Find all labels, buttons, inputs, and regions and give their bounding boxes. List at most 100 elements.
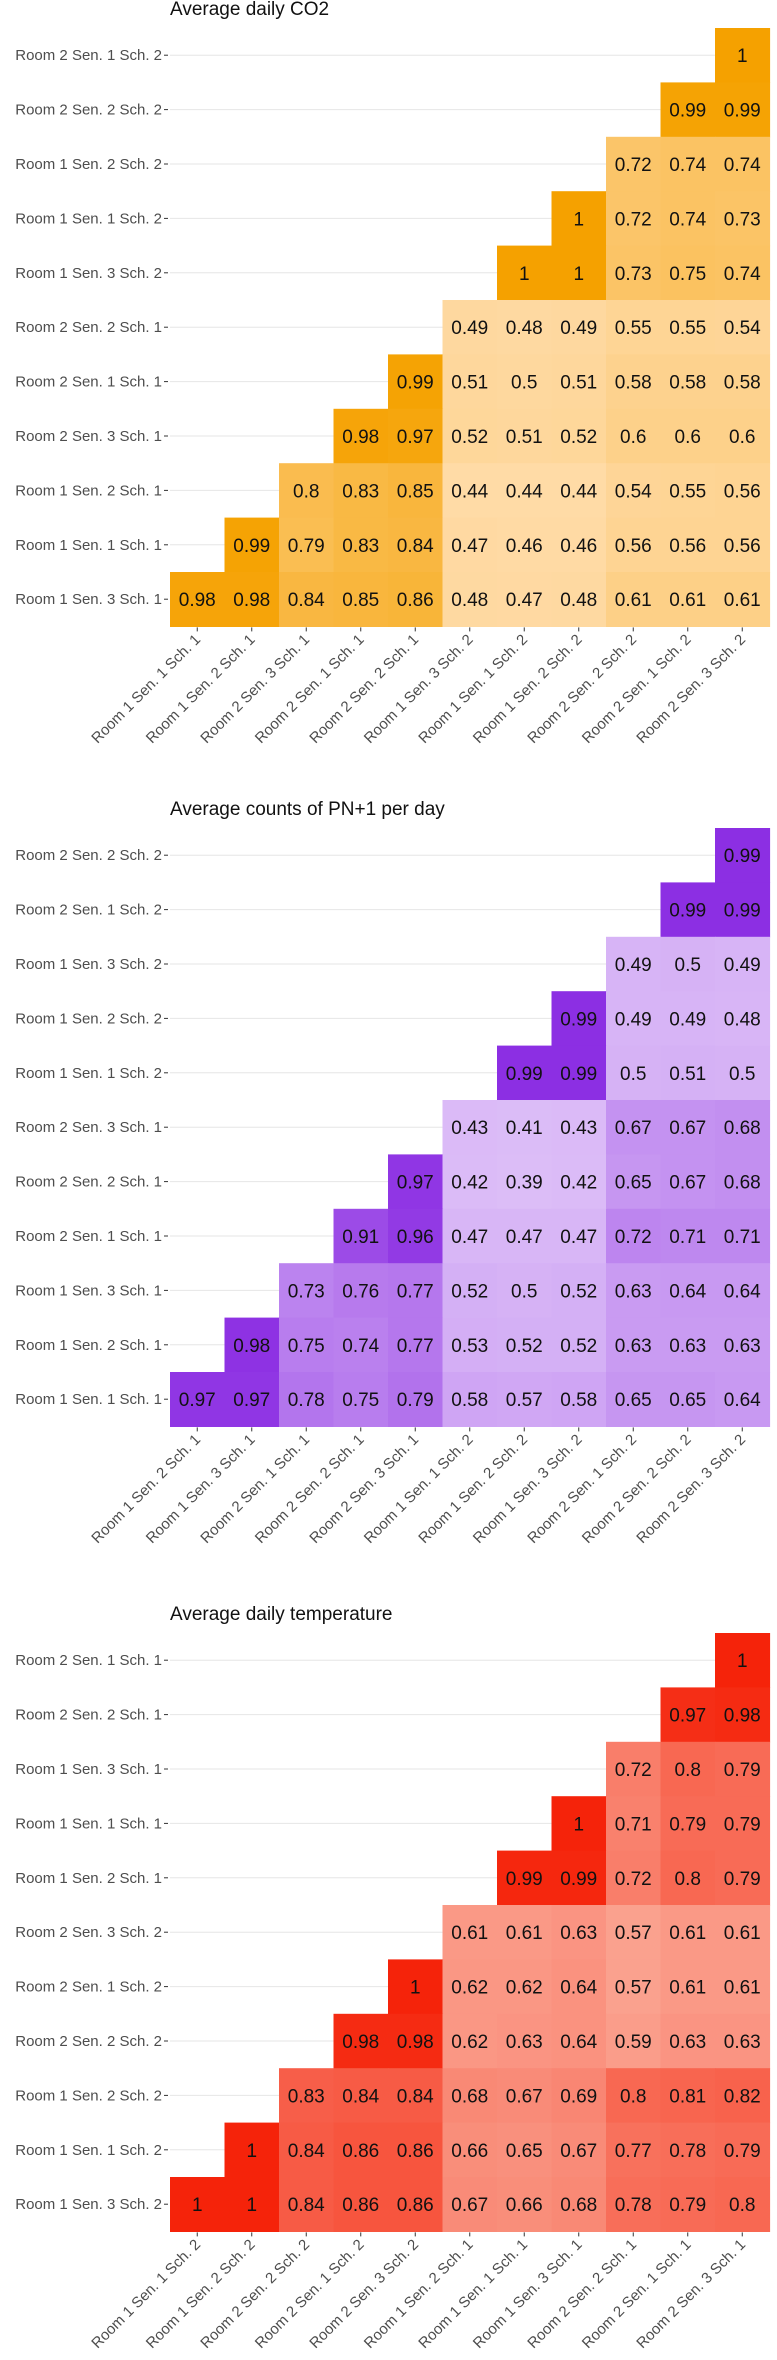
x-tick-label: Room 2 Sen. 1 Sch. 1 bbox=[197, 1431, 313, 1547]
heatmap-cell bbox=[551, 1850, 607, 1906]
cell-value-label: 1 bbox=[737, 1651, 748, 1672]
cell-value-label: 0.74 bbox=[342, 1336, 379, 1357]
cell-value-label: 0.58 bbox=[615, 373, 652, 394]
cell-value-label: 0.86 bbox=[397, 590, 434, 611]
heatmap-cell bbox=[442, 1100, 498, 1155]
y-tick-label: Room 2 Sen. 2 Sch. 2 bbox=[15, 2033, 162, 2050]
y-tick-label: Room 1 Sen. 1 Sch. 1 bbox=[15, 1815, 162, 1832]
cell-value-label: 0.41 bbox=[506, 1118, 543, 1139]
heatmap-cell bbox=[660, 1154, 716, 1210]
heatmap-cell bbox=[170, 572, 226, 627]
cell-value-label: 0.52 bbox=[560, 427, 597, 448]
cell-value-label: 1 bbox=[737, 46, 748, 67]
x-tick-label: Room 1 Sen. 3 Sch. 1 bbox=[470, 2236, 586, 2352]
heatmap-cell bbox=[279, 1372, 335, 1427]
heatmap-cell bbox=[279, 1317, 335, 1373]
x-tick-label: Room 2 Sen. 3 Sch. 1 bbox=[197, 631, 313, 747]
heatmap-cell bbox=[660, 191, 716, 247]
cell-value-label: 0.48 bbox=[506, 318, 543, 339]
cell-value-label: 0.8 bbox=[675, 1760, 701, 1781]
cell-value-label: 0.61 bbox=[724, 1978, 761, 1999]
heatmap-cell bbox=[442, 2013, 498, 2069]
heatmap-cell bbox=[442, 2068, 498, 2124]
cell-value-label: 0.97 bbox=[233, 1390, 270, 1411]
heatmap-cell bbox=[715, 1687, 771, 1743]
cell-value-label: 0.58 bbox=[669, 373, 706, 394]
cell-value-label: 0.75 bbox=[288, 1336, 325, 1357]
y-tick-label: Room 2 Sen. 3 Sch. 1 bbox=[15, 428, 162, 445]
heatmap-cell bbox=[333, 1208, 389, 1264]
heatmap-cell bbox=[388, 1263, 444, 1319]
heatmap-cell bbox=[660, 245, 716, 301]
heatmap-cell bbox=[715, 1741, 771, 1797]
cell-value-label: 0.62 bbox=[451, 2032, 488, 2053]
heatmap-cell bbox=[497, 245, 553, 301]
heatmap-cell bbox=[551, 1045, 607, 1101]
y-tick-label: Room 1 Sen. 3 Sch. 2 bbox=[15, 956, 162, 973]
heatmap-cell bbox=[715, 1208, 771, 1264]
cell-value-label: 0.6 bbox=[729, 427, 755, 448]
heatmap-cell bbox=[442, 1905, 498, 1960]
heatmap-cell bbox=[388, 2177, 444, 2232]
heatmap-cell bbox=[551, 1372, 607, 1427]
x-tick-label: Room 1 Sen. 1 Sch. 2 bbox=[415, 631, 531, 747]
y-tick-label: Room 2 Sen. 1 Sch. 2 bbox=[15, 902, 162, 919]
cell-value-label: 0.51 bbox=[560, 373, 597, 394]
cell-value-label: 0.99 bbox=[506, 1869, 543, 1890]
heatmap-cell bbox=[388, 1208, 444, 1264]
heatmap-cell bbox=[279, 2068, 335, 2124]
heatmap-cell bbox=[551, 1959, 607, 2015]
heatmap-cell bbox=[497, 2122, 553, 2178]
cell-value-label: 0.86 bbox=[342, 2195, 379, 2216]
cell-value-label: 0.63 bbox=[615, 1336, 652, 1357]
cell-value-label: 0.52 bbox=[451, 427, 488, 448]
x-tick-label: Room 2 Sen. 2 Sch. 1 bbox=[524, 2236, 640, 2352]
cell-value-label: 0.42 bbox=[451, 1173, 488, 1194]
heatmap-cell bbox=[606, 354, 662, 410]
cell-value-label: 0.68 bbox=[451, 2086, 488, 2107]
cell-value-label: 0.56 bbox=[669, 536, 706, 557]
heatmap-cell bbox=[497, 1045, 553, 1101]
cell-value-label: 0.43 bbox=[451, 1118, 488, 1139]
cell-value-label: 1 bbox=[246, 2195, 257, 2216]
heatmap-cell bbox=[660, 300, 716, 355]
cell-value-label: 0.99 bbox=[669, 901, 706, 922]
heatmap-cell bbox=[660, 1850, 716, 1906]
x-tick-label: Room 2 Sen. 3 Sch. 1 bbox=[633, 2236, 749, 2352]
cell-value-label: 0.83 bbox=[342, 536, 379, 557]
heatmap-cell bbox=[170, 1372, 226, 1427]
heatmap-cell bbox=[442, 1317, 498, 1373]
chart-title: Average counts of PN+1 per day bbox=[170, 799, 445, 820]
x-tick-label: Room 2 Sen. 2 Sch. 2 bbox=[524, 631, 640, 747]
cell-value-label: 0.5 bbox=[675, 955, 701, 976]
cell-value-label: 0.8 bbox=[675, 1869, 701, 1890]
heatmap-cell bbox=[660, 1959, 716, 2015]
cell-value-label: 0.99 bbox=[724, 101, 761, 122]
cell-value-label: 0.72 bbox=[615, 155, 652, 176]
heatmap-cell bbox=[660, 2122, 716, 2178]
y-tick-label: Room 1 Sen. 2 Sch. 2 bbox=[15, 156, 162, 173]
cell-value-label: 1 bbox=[519, 264, 530, 285]
heatmap-cell bbox=[551, 1100, 607, 1155]
cell-value-label: 0.79 bbox=[724, 2141, 761, 2162]
cell-value-label: 0.55 bbox=[669, 481, 706, 502]
cell-value-label: 0.58 bbox=[724, 373, 761, 394]
heatmap-cell bbox=[660, 1263, 716, 1319]
cell-value-label: 0.48 bbox=[724, 1009, 761, 1030]
heatmap-cell bbox=[497, 517, 553, 573]
cell-value-label: 0.99 bbox=[560, 1064, 597, 1085]
heatmap-cell bbox=[606, 136, 662, 192]
heatmap-cell bbox=[442, 1263, 498, 1319]
cell-value-label: 0.47 bbox=[451, 1227, 488, 1248]
heatmap-cell bbox=[715, 354, 771, 410]
cell-value-label: 0.67 bbox=[506, 2086, 543, 2107]
heatmap-cell bbox=[279, 2122, 335, 2178]
x-tick-label: Room 2 Sen. 1 Sch. 2 bbox=[579, 631, 695, 747]
heatmap-cell bbox=[442, 1154, 498, 1210]
cell-value-label: 0.97 bbox=[669, 1706, 706, 1727]
cell-value-label: 0.96 bbox=[397, 1227, 434, 1248]
cell-value-label: 0.5 bbox=[729, 1064, 755, 1085]
heatmap-cell bbox=[497, 1959, 553, 2015]
x-tick-label: Room 2 Sen. 1 Sch. 1 bbox=[252, 631, 368, 747]
